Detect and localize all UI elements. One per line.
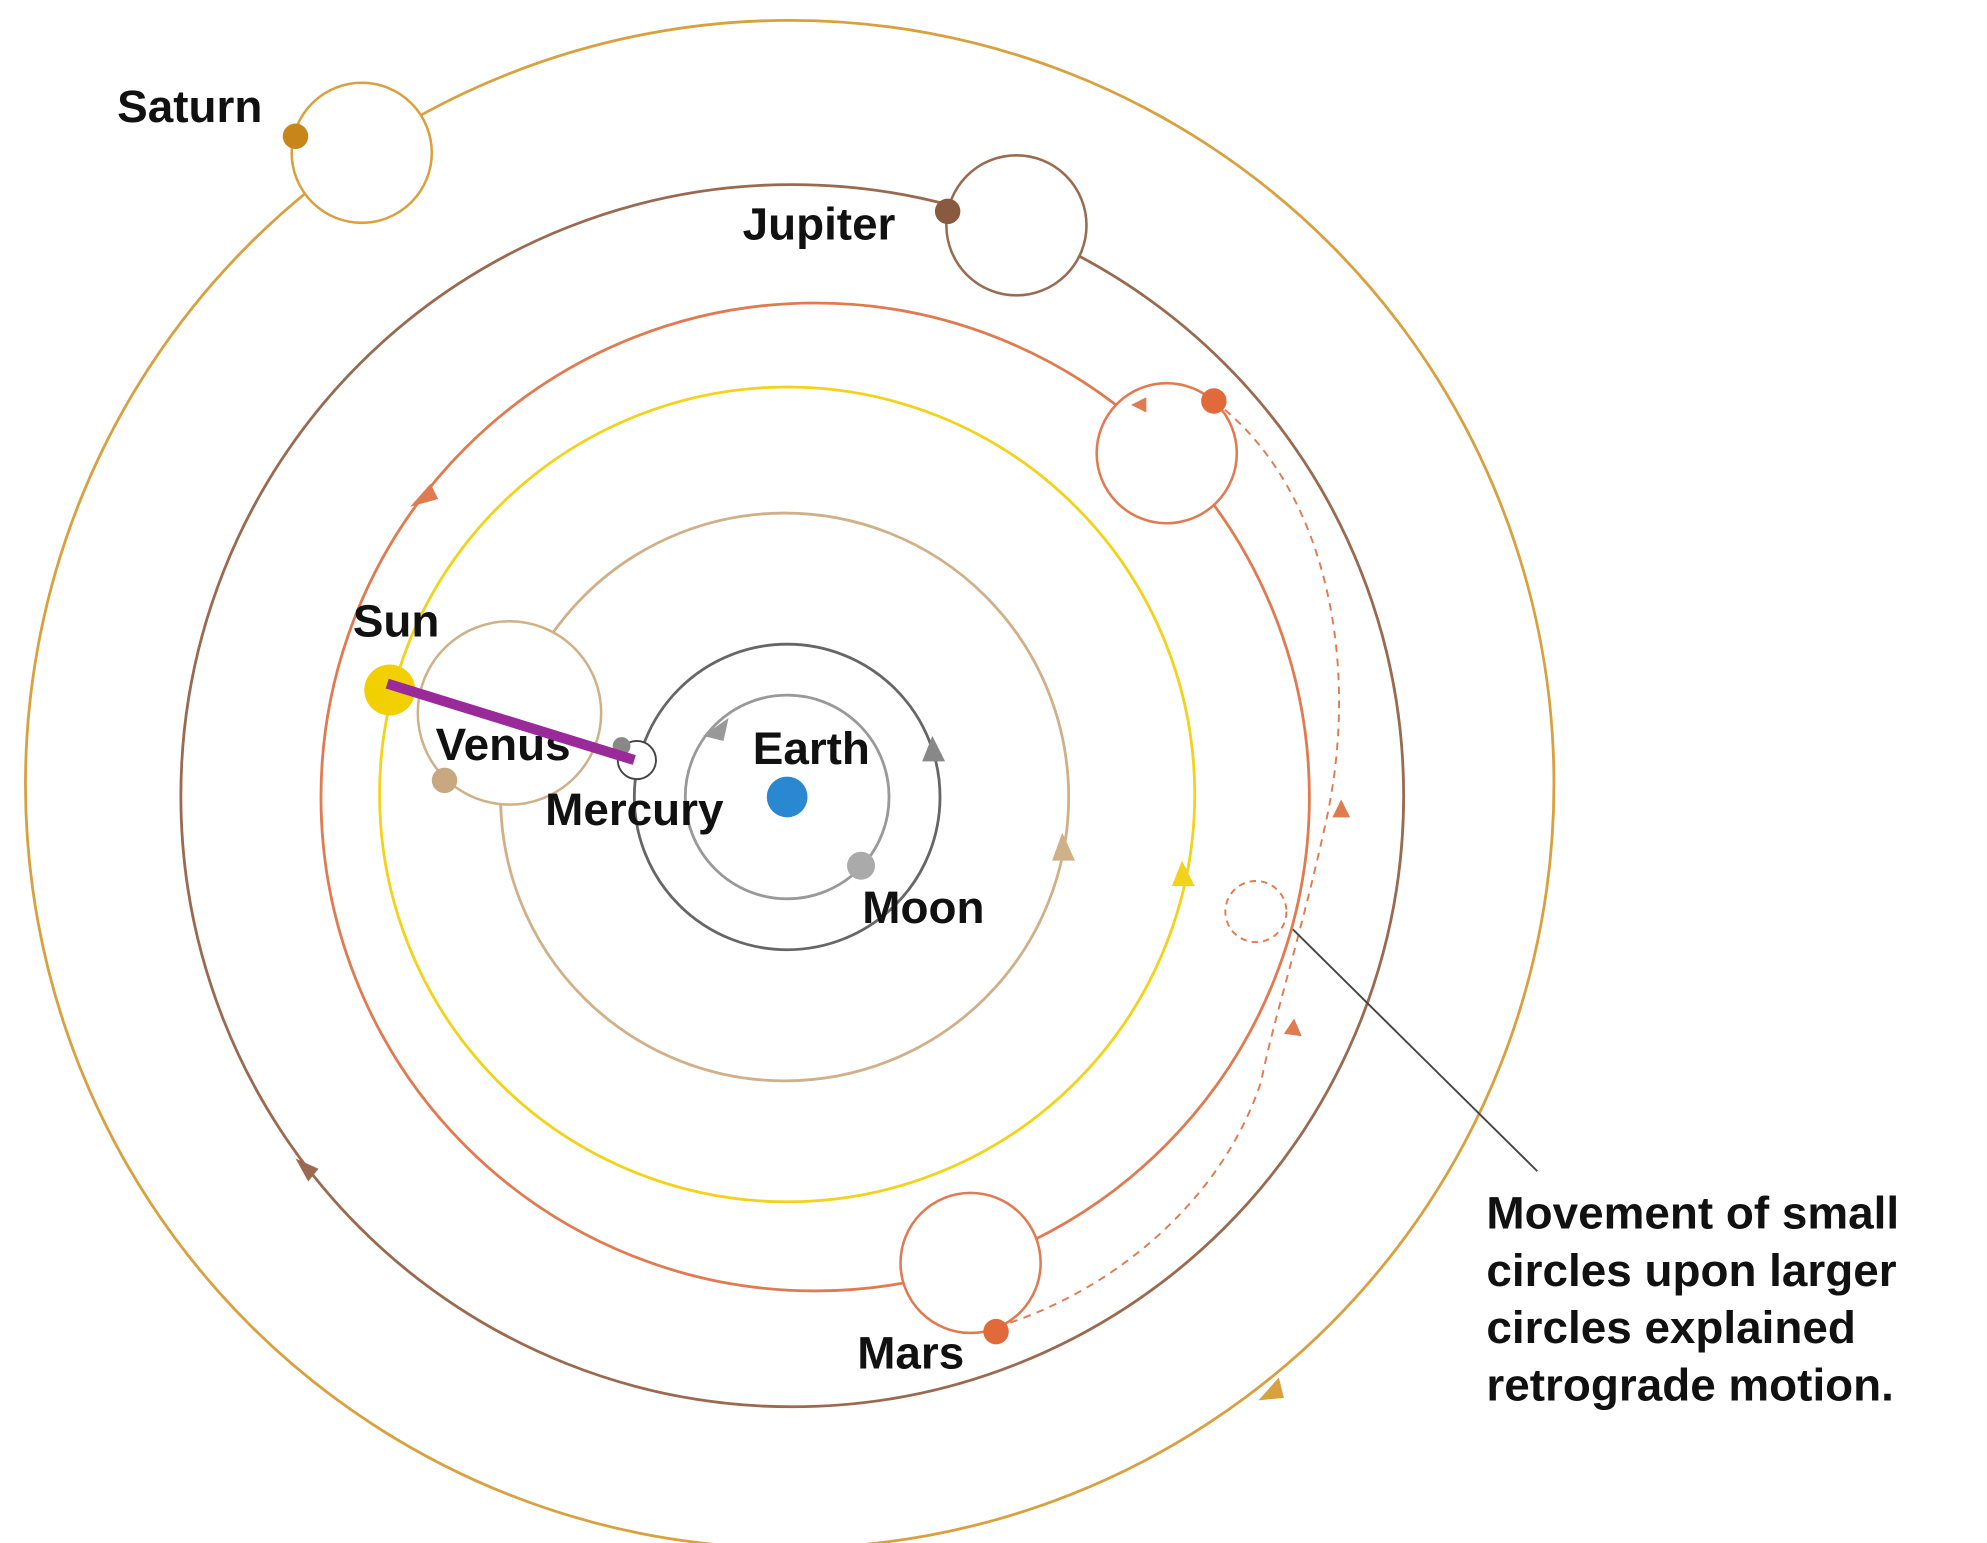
caption-line: Movement of small	[1486, 1188, 1899, 1239]
sun	[364, 664, 416, 716]
label: Sun	[353, 596, 440, 647]
earth	[766, 776, 808, 818]
mars-orbit	[319, 301, 1311, 1293]
retrograde-path	[1005, 400, 1340, 1325]
label: Venus	[436, 719, 571, 770]
label: Mars	[857, 1328, 964, 1379]
mars-epicycle	[1095, 381, 1239, 525]
jupiter	[934, 198, 961, 225]
saturn	[282, 123, 309, 149]
moon-orbit	[683, 693, 891, 901]
mars	[983, 1318, 1009, 1345]
mars-epicycle	[899, 1191, 1042, 1335]
label: Saturn	[117, 81, 262, 132]
highlight-line	[385, 678, 636, 765]
label: Jupiter	[743, 198, 896, 249]
venus-epicycle	[416, 620, 603, 806]
moon	[847, 851, 876, 880]
saturn-orbit	[24, 19, 1556, 1543]
caption-line: circles explained	[1486, 1302, 1855, 1353]
label: Earth	[753, 723, 870, 774]
mars-epicycle-dashed	[1224, 880, 1288, 944]
arrows	[295, 397, 1351, 1401]
mars	[1201, 388, 1227, 414]
sun-orbit	[378, 385, 1197, 1204]
label: Mercury	[545, 784, 724, 835]
caption-line: retrograde motion.	[1486, 1359, 1894, 1410]
jupiter-orbit	[179, 183, 1406, 1409]
venus	[431, 767, 458, 794]
caption-line: circles upon larger	[1486, 1245, 1896, 1296]
leader-line	[1292, 928, 1539, 1172]
mercury-orbit	[632, 642, 942, 952]
jupiter-epicycle	[945, 154, 1088, 297]
label: Moon	[862, 882, 984, 933]
saturn-epicycle	[290, 81, 434, 225]
